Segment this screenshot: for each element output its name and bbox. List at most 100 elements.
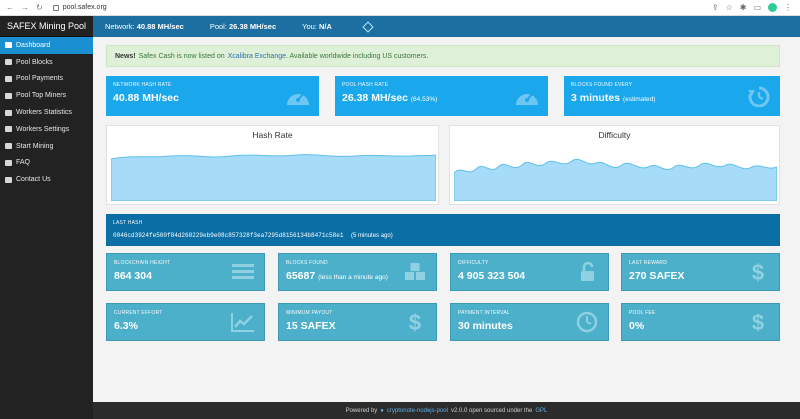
history-icon [748, 86, 770, 107]
sidebar-item-workers-statistics[interactable]: Workers Statistics [0, 104, 93, 121]
extensions-icon[interactable]: ✱ [739, 3, 747, 12]
payments-icon [5, 75, 12, 82]
cubes-icon [405, 263, 425, 280]
blocks-found-every-card: Blocks Found Every 3 minutes (estimated) [564, 76, 780, 116]
difficulty-area [454, 158, 777, 201]
card-value: 65687 (less than a minute ago) [286, 270, 388, 282]
sidebar-item-label: Dashboard [16, 41, 51, 49]
sidebar-item-pool-blocks[interactable]: Pool Blocks [0, 54, 93, 71]
card-label: Last Reward [629, 260, 668, 266]
chart-title: Difficulty [598, 130, 631, 140]
cubes-icon [5, 59, 12, 66]
card-label: Pool Hash Rate [342, 82, 389, 88]
news-alert: News! Safex Cash is now listed on Xcalib… [106, 45, 780, 67]
sidebar-item-label: Start Mining [16, 142, 54, 150]
line-chart-icon [231, 313, 254, 332]
pool-hashrate-card: Pool Hash Rate 26.38 MH/sec (64.53%) [335, 76, 548, 116]
dashboard-icon [5, 42, 12, 49]
sidebar-item-label: Pool Top Miners [16, 92, 67, 100]
gears-icon [5, 126, 12, 133]
card-label: Payment Interval [458, 310, 510, 316]
stats-topbar: Network: 40.88 MH/sec Pool: 26.38 MH/sec… [93, 16, 800, 37]
network-hashrate-card: Network Hash Rate 40.88 MH/sec [106, 76, 319, 116]
news-text: Safex Cash is now listed on [138, 52, 225, 60]
card-value: 0% [629, 320, 645, 332]
card-value: 270 SAFEX [629, 270, 685, 282]
gpl-link[interactable]: GPL [535, 407, 548, 414]
card-label: Difficulty [458, 260, 489, 266]
dollar-icon: $ [752, 261, 764, 283]
back-icon[interactable]: ← [6, 3, 14, 12]
address-bar[interactable]: pool.safex.org [52, 4, 107, 11]
last-reward-card: Last Reward 270 SAFEX $ [621, 253, 780, 291]
hashrate-area [111, 154, 436, 201]
dashboard-gauge-icon [287, 92, 309, 105]
sidepanel-icon[interactable]: ▭ [753, 3, 761, 12]
minimum-payout-card: Minimum Payout 15 SAFEX $ [278, 303, 437, 341]
payment-interval-card: Payment Interval 30 minutes [450, 303, 609, 341]
envelope-icon [5, 176, 12, 183]
card-label: Blocks Found Every [571, 82, 633, 88]
dollar-icon: $ [752, 311, 764, 333]
svg-text:$: $ [409, 311, 421, 333]
rocket-icon [5, 143, 12, 150]
hashrate-chart: Hash Rate [106, 125, 439, 205]
card-value: 15 SAFEX [286, 320, 336, 332]
card-label: Blocks Found [286, 260, 328, 266]
card-value: 30 minutes [458, 320, 513, 332]
sidebar-item-workers-settings[interactable]: Workers Settings [0, 121, 93, 138]
unlock-icon [581, 261, 594, 281]
xcalibra-link[interactable]: Xcalibra Exchange [227, 52, 286, 60]
url-text: pool.safex.org [62, 4, 107, 11]
star-icon[interactable]: ☆ [725, 3, 733, 12]
difficulty-chart: Difficulty [449, 125, 780, 205]
pool-stat: Pool: 26.38 MH/sec [209, 22, 277, 31]
news-prefix: News! [115, 52, 136, 60]
dollar-icon: $ [409, 311, 421, 333]
trophy-icon [5, 92, 12, 99]
sidebar-item-label: Pool Payments [16, 75, 64, 83]
sidebar-item-faq[interactable]: FAQ [0, 155, 93, 172]
clock-icon [576, 311, 598, 333]
card-label: Current Effort [114, 310, 163, 316]
you-stat: You: N/A [302, 22, 332, 31]
blockchain-height-card: Blockchain Height 864 304 [106, 253, 265, 291]
last-hash-value[interactable]: 0046cd3924fe500f84d268229eb9e08c857328f3… [113, 232, 393, 239]
card-value: 864 304 [114, 270, 152, 282]
sidebar-item-label: Pool Blocks [16, 58, 53, 66]
network-stat: Network: 40.88 MH/sec [105, 22, 184, 31]
sidebar-item-pool-payments[interactable]: Pool Payments [0, 71, 93, 88]
menu-icon[interactable]: ⋮ [784, 3, 792, 12]
dashboard-gauge-icon [516, 92, 538, 105]
card-value: 4 905 323 504 [458, 270, 526, 282]
sidebar-item-label: Contact Us [16, 176, 51, 184]
blocks-found-card: Blocks Found 65687 (less than a minute a… [278, 253, 437, 291]
card-label: Blockchain Height [114, 260, 171, 266]
cryptonote-link[interactable]: cryptonote-nodejs-pool [386, 407, 448, 414]
pool-fee-card: Pool Fee 0% $ [621, 303, 780, 341]
reload-icon[interactable]: ↻ [36, 3, 43, 12]
sidebar-item-dashboard[interactable]: Dashboard [0, 37, 93, 54]
last-hash-card: Last Hash 0046cd3924fe500f84d268229eb9e0… [106, 214, 780, 246]
sidebar-item-contact-us[interactable]: Contact Us [0, 171, 93, 188]
github-icon: ● [380, 407, 384, 414]
brand-title[interactable]: SAFEX Mining Pool [0, 16, 93, 37]
forward-icon[interactable]: → [21, 3, 29, 12]
sidebar-item-label: Workers Settings [16, 125, 70, 133]
card-value: 26.38 MH/sec (64.53%) [342, 92, 438, 104]
current-effort-card: Current Effort 6.3% [106, 303, 265, 341]
card-value: 6.3% [114, 320, 138, 332]
difficulty-card: Difficulty 4 905 323 504 [450, 253, 609, 291]
sidebar-item-pool-top-miners[interactable]: Pool Top Miners [0, 87, 93, 104]
comments-icon [5, 159, 12, 166]
sidebar-item-label: FAQ [16, 159, 31, 167]
svg-text:$: $ [752, 261, 764, 283]
share-icon[interactable]: ⇪ [711, 3, 719, 12]
sidebar-item-start-mining[interactable]: Start Mining [0, 138, 93, 155]
browser-toolbar: ← → ↻ pool.safex.org ⇪ ☆ ✱ ▭ ⋮ [0, 0, 800, 16]
bars-icon [232, 264, 254, 279]
sidebar-item-label: Workers Statistics [16, 109, 72, 117]
footer: Powered by ● cryptonote-nodejs-pool v2.0… [93, 402, 800, 419]
profile-avatar[interactable] [768, 3, 777, 12]
chart-title: Hash Rate [252, 130, 293, 140]
